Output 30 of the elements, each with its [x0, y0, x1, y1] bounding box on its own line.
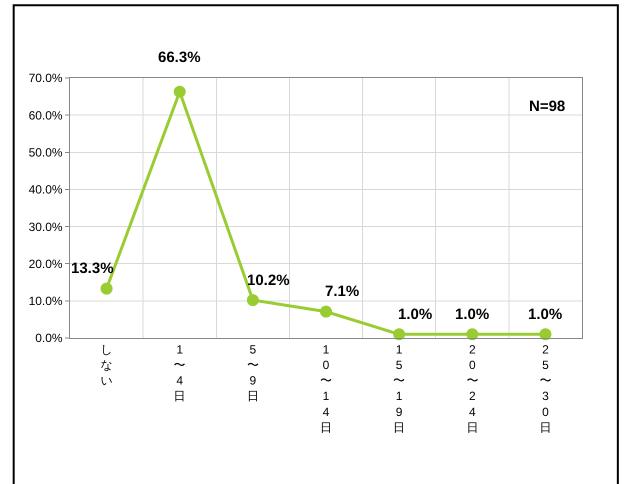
y-tick-label: 0.0%	[35, 331, 63, 346]
point	[466, 328, 478, 340]
point	[320, 306, 332, 318]
x-tick-label: しない	[100, 342, 113, 388]
x-tick-label: 5〜9日	[246, 342, 259, 404]
data-label: 1.0%	[398, 306, 432, 323]
point	[393, 328, 406, 340]
y-tick-label: 30.0%	[28, 220, 63, 234]
x-tick-label: 1〜4日	[174, 342, 186, 404]
y-tick-label: 50.0%	[28, 145, 63, 160]
point	[100, 282, 113, 295]
y-tick-label: 60.0%	[28, 108, 63, 122]
y-tick-label: 40.0%	[28, 182, 63, 197]
data-label: 10.2%	[247, 272, 290, 289]
data-label: 13.3%	[71, 260, 114, 277]
y-tick-label: 10.0%	[28, 294, 63, 308]
x-tick-label: 20〜24日	[466, 342, 478, 434]
x-tick-label: 10〜14日	[320, 342, 332, 434]
point	[246, 294, 259, 306]
data-label: 1.0%	[455, 306, 490, 323]
point	[539, 328, 552, 340]
x-tick-label: 15〜19日	[393, 342, 406, 434]
x-tick-label: 25〜30日	[539, 342, 552, 434]
data-label: 1.0%	[528, 306, 562, 323]
annotation: N=98	[529, 98, 566, 115]
data-label: 66.3%	[158, 49, 201, 66]
y-tick-label: 20.0%	[28, 256, 63, 271]
point	[174, 86, 186, 98]
data-label: 7.1%	[325, 283, 360, 300]
y-tick-label: 70.0%	[28, 71, 63, 86]
